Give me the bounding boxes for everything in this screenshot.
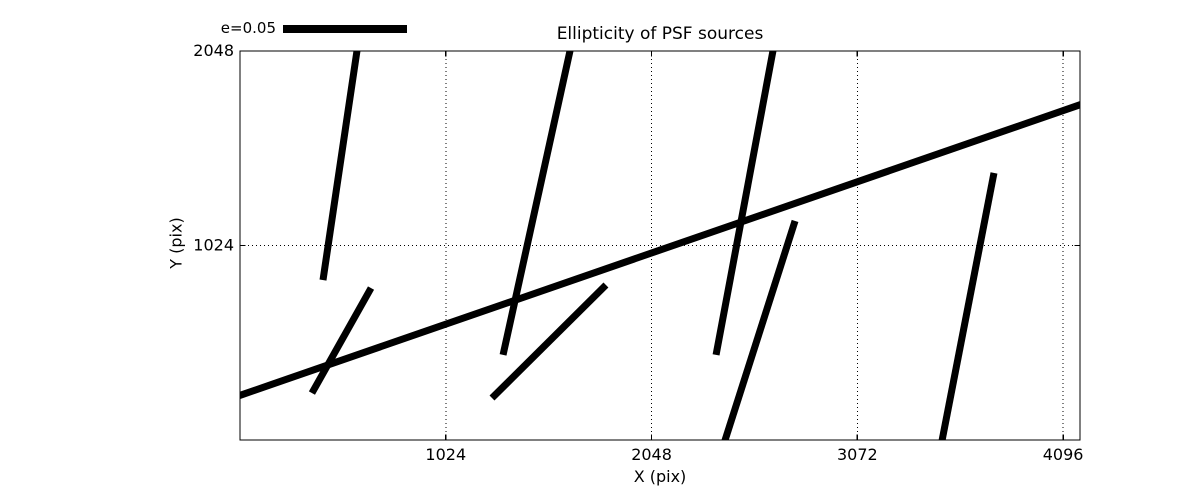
ellipticity-stick	[712, 51, 777, 356]
ellipticity-stick	[240, 101, 1080, 400]
x-tick-label: 2048	[631, 445, 672, 464]
y-axis-label-text: Y (pix)	[166, 217, 186, 269]
ellipticity-stick	[319, 51, 361, 281]
x-tick-label: 1024	[425, 445, 466, 464]
ellipticity-stick	[938, 172, 998, 440]
y-tick-label: 1024	[193, 236, 234, 255]
ellipticity-stick	[721, 219, 799, 440]
ellipticity-stick	[499, 51, 574, 356]
chart-title: Ellipticity of PSF sources	[556, 24, 764, 44]
legend-stick-sample	[283, 25, 407, 33]
ellipticity-stick	[489, 282, 609, 401]
ellipticity-sticks	[240, 51, 1080, 440]
legend-label: e=0.05	[220, 19, 276, 37]
y-tick-label: 2048	[193, 41, 234, 60]
ellipticity-stick	[308, 286, 375, 395]
x-axis-label: X (pix)	[633, 467, 687, 486]
x-tick-label: 3072	[837, 445, 878, 464]
x-tick-label: 4096	[1043, 445, 1084, 464]
